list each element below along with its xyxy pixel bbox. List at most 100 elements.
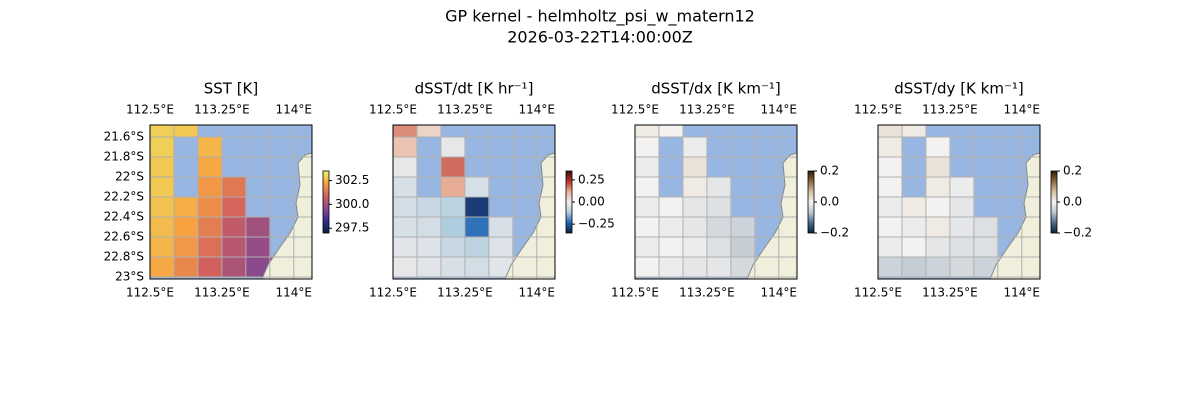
x-tick-label: 112.5°E (611, 286, 659, 300)
cell (150, 237, 175, 258)
colorbar (807, 170, 815, 234)
y-tick-label: 22.8°S (104, 250, 144, 264)
cell (173, 217, 199, 238)
cell (245, 237, 271, 258)
cell (730, 257, 756, 278)
y-tick-label: 22°S (115, 170, 144, 184)
cell (197, 157, 223, 178)
cell (416, 197, 442, 218)
map-panel: SST [K] 112.5°E 112.5°E 113.25°E 113.25°E 114… (104, 80, 370, 300)
cell (949, 177, 975, 198)
cell (197, 257, 223, 278)
cell (150, 217, 175, 238)
cell (635, 257, 660, 278)
y-tick-label: 22.6°S (104, 230, 144, 244)
cell (245, 257, 271, 278)
cell (925, 137, 951, 158)
cell (393, 237, 418, 258)
x-tick-label: 112.5°E (854, 286, 902, 300)
cell (635, 177, 660, 198)
cell (925, 257, 951, 278)
cell (730, 217, 756, 238)
cell (393, 177, 418, 198)
y-tick-label: 21.8°S (104, 150, 144, 164)
panel-title: dSST/dy [K km⁻¹] (894, 80, 1024, 98)
colorbar-tick-label: −0.2 (1063, 226, 1092, 240)
map-frame (392, 124, 556, 280)
cell (197, 177, 223, 198)
map-panel: dSST/dt [K hr⁻¹] 112.5°E 112.5°E 113.25°E 11… (369, 80, 615, 300)
cell (878, 257, 903, 278)
cell (878, 125, 903, 138)
cell (925, 177, 951, 198)
cell (464, 237, 490, 258)
cell (949, 217, 975, 238)
cell (878, 157, 903, 178)
cell (464, 197, 490, 218)
cell (464, 257, 490, 278)
cell (173, 257, 199, 278)
cell (658, 257, 684, 278)
x-tick-label: 113.25°E (194, 286, 250, 300)
cell (440, 257, 466, 278)
cell (464, 217, 490, 238)
y-tick-label: 21.6°S (104, 130, 144, 144)
cell (150, 157, 175, 178)
cell (416, 237, 442, 258)
x-tick-label: 114°E (1004, 103, 1041, 117)
x-tick-label: 112.5°E (369, 286, 417, 300)
x-tick-label: 114°E (519, 103, 556, 117)
cell (197, 137, 223, 158)
cell (635, 125, 660, 138)
cell (197, 237, 223, 258)
colorbar-tick-label: 0.0 (820, 195, 839, 209)
cell (973, 257, 999, 278)
cell (635, 157, 660, 178)
y-tick-label: 22.2°S (104, 190, 144, 204)
x-tick-label: 114°E (761, 103, 798, 117)
x-tick-label: 113.25°E (922, 286, 978, 300)
cell (925, 237, 951, 258)
cell (393, 137, 418, 158)
cell (949, 237, 975, 258)
map-panel: dSST/dy [K km⁻¹] 112.5°E 112.5°E 113.25°E 11… (854, 80, 1092, 300)
y-tick-label: 23°S (115, 270, 144, 284)
cell (464, 177, 490, 198)
cell (393, 197, 418, 218)
cell (973, 217, 999, 238)
cell (901, 217, 927, 238)
cell (635, 197, 660, 218)
cell (221, 197, 247, 218)
map-area (150, 125, 312, 279)
cell (949, 197, 975, 218)
map-area (635, 125, 797, 279)
x-tick-label: 113.25°E (679, 103, 735, 117)
cell (416, 125, 442, 138)
map-area (878, 125, 1040, 279)
figure-title: GP kernel - helmholtz_psi_w_matern12 (445, 7, 755, 27)
colorbar (565, 170, 573, 234)
cell (150, 177, 175, 198)
cell (221, 217, 247, 238)
colorbar (1050, 170, 1058, 234)
cell (221, 237, 247, 258)
cell (440, 217, 466, 238)
cell (682, 217, 708, 238)
cell (658, 237, 684, 258)
map-frame (877, 124, 1041, 280)
cell (440, 157, 466, 178)
cell (658, 217, 684, 238)
cell (221, 177, 247, 198)
x-tick-label: 114°E (276, 286, 313, 300)
cell (393, 257, 418, 278)
x-tick-label: 112.5°E (611, 103, 659, 117)
colorbar-tick-label: 297.5 (335, 221, 369, 235)
cell (221, 257, 247, 278)
cell (440, 137, 466, 158)
cell (658, 125, 684, 138)
panel-title: SST [K] (204, 80, 259, 98)
cell (635, 237, 660, 258)
colorbar-tick-label: 300.0 (335, 197, 369, 211)
cell (878, 137, 903, 158)
cell (682, 157, 708, 178)
